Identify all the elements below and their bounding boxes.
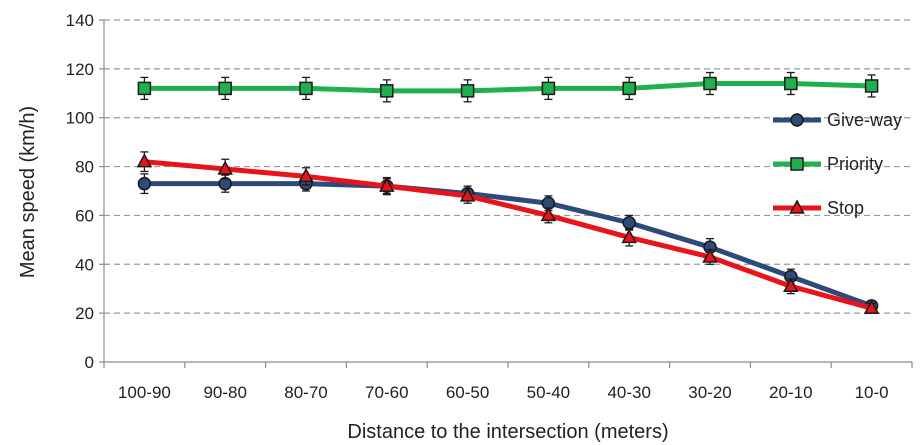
y-tick-label: 100	[66, 109, 94, 128]
data-point	[460, 84, 475, 98]
data-point	[541, 81, 556, 96]
series-line	[141, 159, 875, 311]
data-point	[459, 187, 476, 202]
legend-label: Give-way	[827, 110, 902, 130]
axes: 0 20 40 60 80 100 120 140 100-90 90-80 80-70 70-60 6…	[66, 11, 913, 402]
x-tick-label: 60-50	[446, 383, 489, 402]
data-point	[218, 176, 232, 191]
y-tick-label: 120	[66, 60, 94, 79]
legend-item-priority: Priority	[773, 154, 883, 174]
y-tick-label: 0	[85, 353, 94, 372]
series-line	[141, 81, 875, 94]
legend: Give-way Priority Stop	[773, 110, 902, 218]
x-axis-title: Distance to the intersection (meters)	[347, 421, 668, 443]
legend-marker	[790, 113, 804, 127]
x-tick-label: 70-60	[365, 383, 408, 402]
x-tick-label: 40-30	[607, 383, 650, 402]
data-point	[540, 206, 557, 222]
data-point	[783, 277, 799, 293]
data-point	[702, 248, 718, 263]
series-line	[141, 181, 875, 309]
x-tick-label: 50-40	[527, 383, 570, 402]
data-point	[621, 228, 637, 244]
data-point	[137, 81, 152, 96]
y-tick-label: 140	[66, 11, 94, 30]
x-tick-label: 20-10	[769, 383, 812, 402]
data-point	[622, 81, 636, 96]
legend-item-stop: Stop	[773, 198, 864, 218]
y-tick-label: 60	[75, 206, 94, 225]
legend-label: Priority	[827, 154, 883, 174]
data-point	[863, 299, 880, 315]
data-point	[218, 81, 232, 96]
legend-item-give-way: Give-way	[773, 110, 902, 130]
y-tick-label: 20	[75, 304, 94, 323]
y-tick-label: 80	[75, 158, 94, 177]
data-point	[299, 81, 313, 96]
data-point	[703, 76, 717, 91]
x-tick-label: 10-0	[855, 383, 889, 402]
data-point	[784, 76, 798, 91]
series-stop	[136, 151, 880, 315]
data-point	[217, 160, 233, 175]
legend-marker	[790, 157, 804, 171]
legend-marker	[789, 199, 805, 214]
data-point	[136, 153, 153, 168]
y-tick-label: 40	[75, 255, 94, 274]
x-tick-label: 30-20	[688, 383, 731, 402]
data-point	[298, 167, 314, 183]
x-tick-label: 90-80	[203, 383, 246, 402]
data-point	[864, 79, 879, 93]
legend-label: Stop	[827, 198, 864, 218]
data-point	[380, 84, 394, 98]
y-axis-title: Mean speed (km/h)	[17, 106, 39, 278]
series-priority	[137, 71, 879, 103]
x-tick-label: 80-70	[284, 383, 327, 402]
data-point	[137, 176, 152, 191]
data-point	[622, 216, 636, 230]
x-tick-label: 100-90	[118, 383, 171, 402]
series-group	[136, 71, 880, 315]
series-give-way	[137, 173, 879, 313]
gridlines	[104, 19, 912, 314]
data-point	[379, 177, 395, 192]
